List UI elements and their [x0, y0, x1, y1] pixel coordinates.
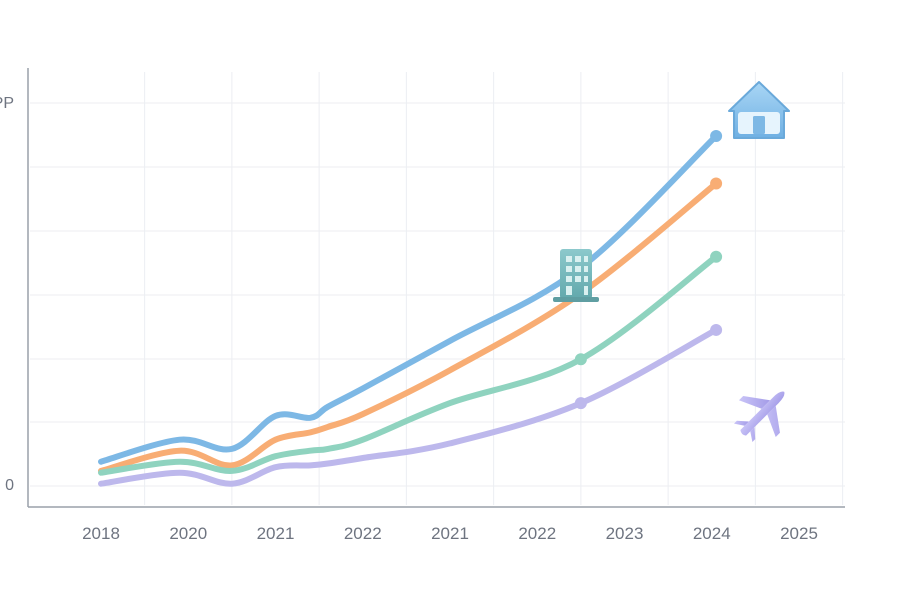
x-tick-label: 2024 — [693, 524, 731, 543]
data-point — [574, 353, 587, 366]
x-tick-label: 2025 — [780, 524, 818, 543]
house-icon — [728, 81, 790, 139]
x-tick-label: 2022 — [344, 524, 382, 543]
x-tick-label: 2020 — [169, 524, 207, 543]
y-tick-label-zero: 0 — [5, 477, 14, 494]
series-line-1 — [98, 133, 720, 465]
data-point — [710, 177, 723, 190]
series-lines — [98, 129, 723, 487]
series-line-4 — [98, 326, 720, 487]
airplane-icon — [734, 391, 785, 442]
x-tick-labels: 2018 2020 2021 2022 2021 2022 2023 2024 2025 — [82, 524, 818, 543]
x-tick-label: 2022 — [518, 524, 556, 543]
x-tick-label: 2021 — [431, 524, 469, 543]
x-tick-label: 2023 — [606, 524, 644, 543]
chart-grid — [30, 72, 845, 505]
data-point — [710, 323, 723, 336]
data-point — [574, 397, 587, 410]
data-point — [710, 129, 723, 142]
y-tick-label-top: PP — [0, 95, 14, 112]
building-icon — [553, 249, 599, 302]
data-point — [710, 250, 723, 263]
x-tick-label: 2018 — [82, 524, 120, 543]
x-tick-label: 2021 — [257, 524, 295, 543]
